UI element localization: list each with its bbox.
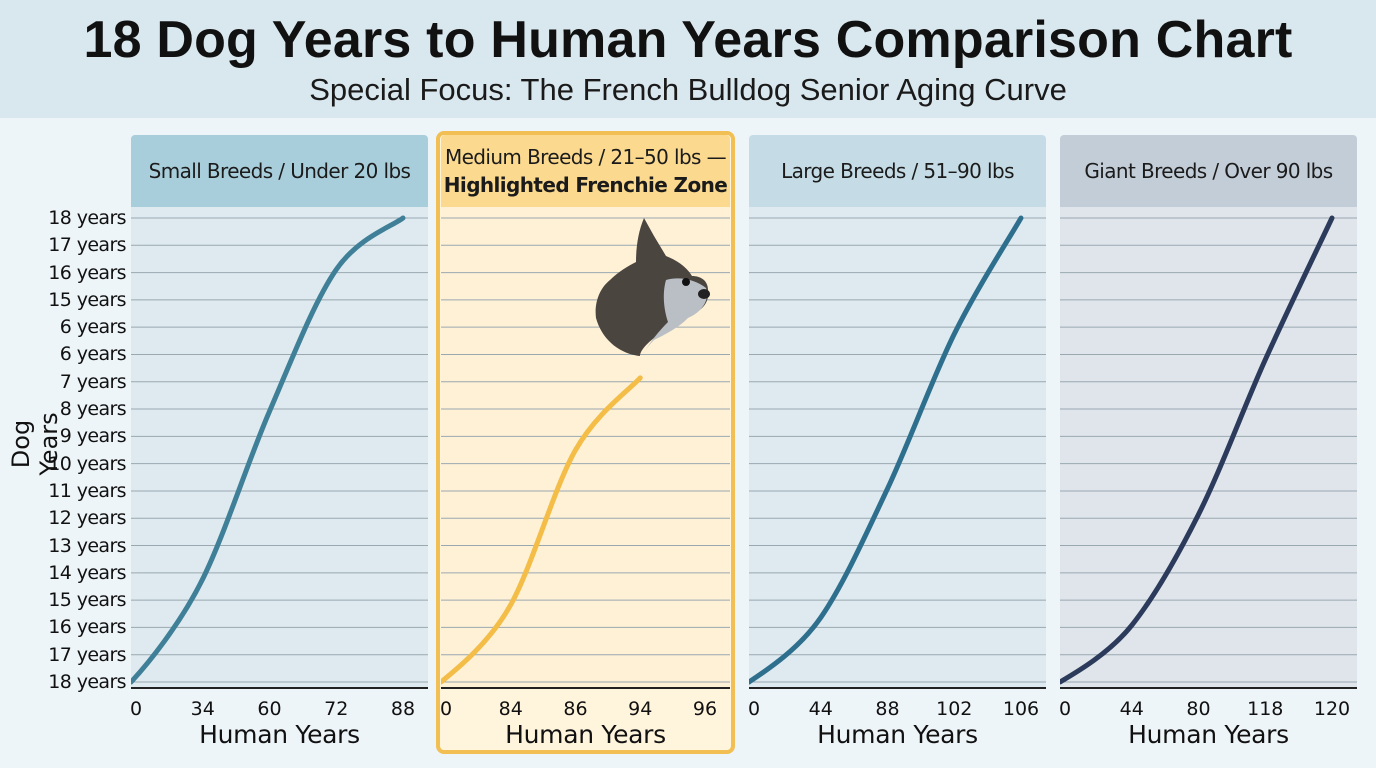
y-tick-label: 18 years [48,207,126,229]
chart-title: 18 Dog Years to Human Years Comparison C… [83,11,1293,69]
x-tick-label: 94 [628,698,653,720]
frenchie-nose [698,289,710,299]
panel-title: Medium Breeds / 21–50 lbs — Highlighted F… [441,135,730,207]
frenchie-eye [682,278,690,286]
x-tick-label: 80 [1186,698,1211,720]
x-tick-label: 60 [257,698,282,720]
x-tick-label: 120 [1313,698,1351,720]
y-tick-label: 15 years [48,589,126,612]
x-axis-label: Human Years [505,720,666,749]
y-tick-label: 8 years [59,398,127,421]
x-axis-label: Human Years [199,720,360,749]
panel-subtitle-text: Highlighted Frenchie Zone [443,173,728,197]
x-tick-label: 102 [936,698,973,720]
series-line-medium [441,375,643,685]
panel-title: Large Breeds / 51–90 lbs [749,135,1046,207]
series-line-small [131,215,406,685]
panel-title-text: Large Breeds / 51–90 lbs [781,159,1014,183]
french-bulldog-head-icon [595,218,710,356]
x-tick-label: 0 [439,698,453,720]
panel-plot-svg [1060,215,1357,689]
y-tick-label: 16 years [48,261,126,284]
x-tick-label: 0 [129,698,143,720]
panel-title: Small Breeds / Under 20 lbs [131,135,428,207]
panel-title: Giant Breeds / Over 90 lbs [1060,135,1357,207]
y-tick-label: 17 years [48,234,126,257]
x-tick-label: 44 [808,698,833,720]
x-tick-label: 72 [324,698,349,720]
y-tick-label: 6 years [59,316,127,339]
x-tick-label: 118 [1247,698,1284,720]
panel-title-text: Small Breeds / Under 20 lbs [148,159,411,183]
plot-area [1060,207,1357,688]
chart-subtitle: Special Focus: The French Bulldog Senior… [309,72,1067,107]
panel-small-breeds: Small Breeds / Under 20 lbs [131,135,428,689]
series-line-large [749,215,1024,685]
x-tick-label: 84 [498,698,523,720]
x-tick-label: 88 [390,698,416,720]
plot-area [749,207,1046,688]
x-tick-label: 0 [747,698,761,720]
x-axis-label: Human Years [817,720,978,749]
y-tick-label: 12 years [48,507,126,530]
plot-area [131,207,428,688]
frenchie-muzzle-shape [642,278,708,356]
x-tick-label: 86 [563,698,588,720]
x-tick-label: 0 [1058,698,1072,720]
chart-header: 18 Dog Years to Human Years Comparison C… [0,0,1376,118]
panel-plot-svg [131,215,428,689]
x-axis-label: Human Years [1128,720,1289,749]
panel-title-text: Giant Breeds / Over 90 lbs [1084,159,1333,183]
y-tick-label: 6 years [59,343,127,366]
y-tick-label: 14 years [48,561,126,584]
y-tick-label: 9 years [59,425,127,448]
x-tick-label: 88 [875,698,900,720]
x-tick-label: 106 [1002,698,1040,720]
x-tick-label: 44 [1119,698,1144,720]
x-tick-label: 96 [692,698,718,720]
panel-title-text: Medium Breeds / 21–50 lbs — [444,145,727,169]
panel-large-breeds: Large Breeds / 51–90 lbs [749,135,1046,689]
y-tick-label: 17 years [48,643,126,666]
panel-plot-svg [749,215,1046,689]
x-tick-label: 34 [190,698,215,720]
y-tick-label: 16 years [48,616,126,639]
y-tick-label: 11 years [48,479,126,502]
panel-medium-breeds: Medium Breeds / 21–50 lbs — Highlighted F… [441,135,730,689]
y-tick-label: 10 years [48,452,126,475]
panel-plot-svg [441,217,730,689]
y-tick-label: 18 years [48,671,126,693]
series-line-giant [1060,215,1335,685]
panel-giant-breeds: Giant Breeds / Over 90 lbs [1060,135,1357,689]
y-tick-label: 15 years [48,288,126,311]
y-tick-label: 13 years [48,534,126,557]
y-tick-label: 7 years [59,370,127,393]
